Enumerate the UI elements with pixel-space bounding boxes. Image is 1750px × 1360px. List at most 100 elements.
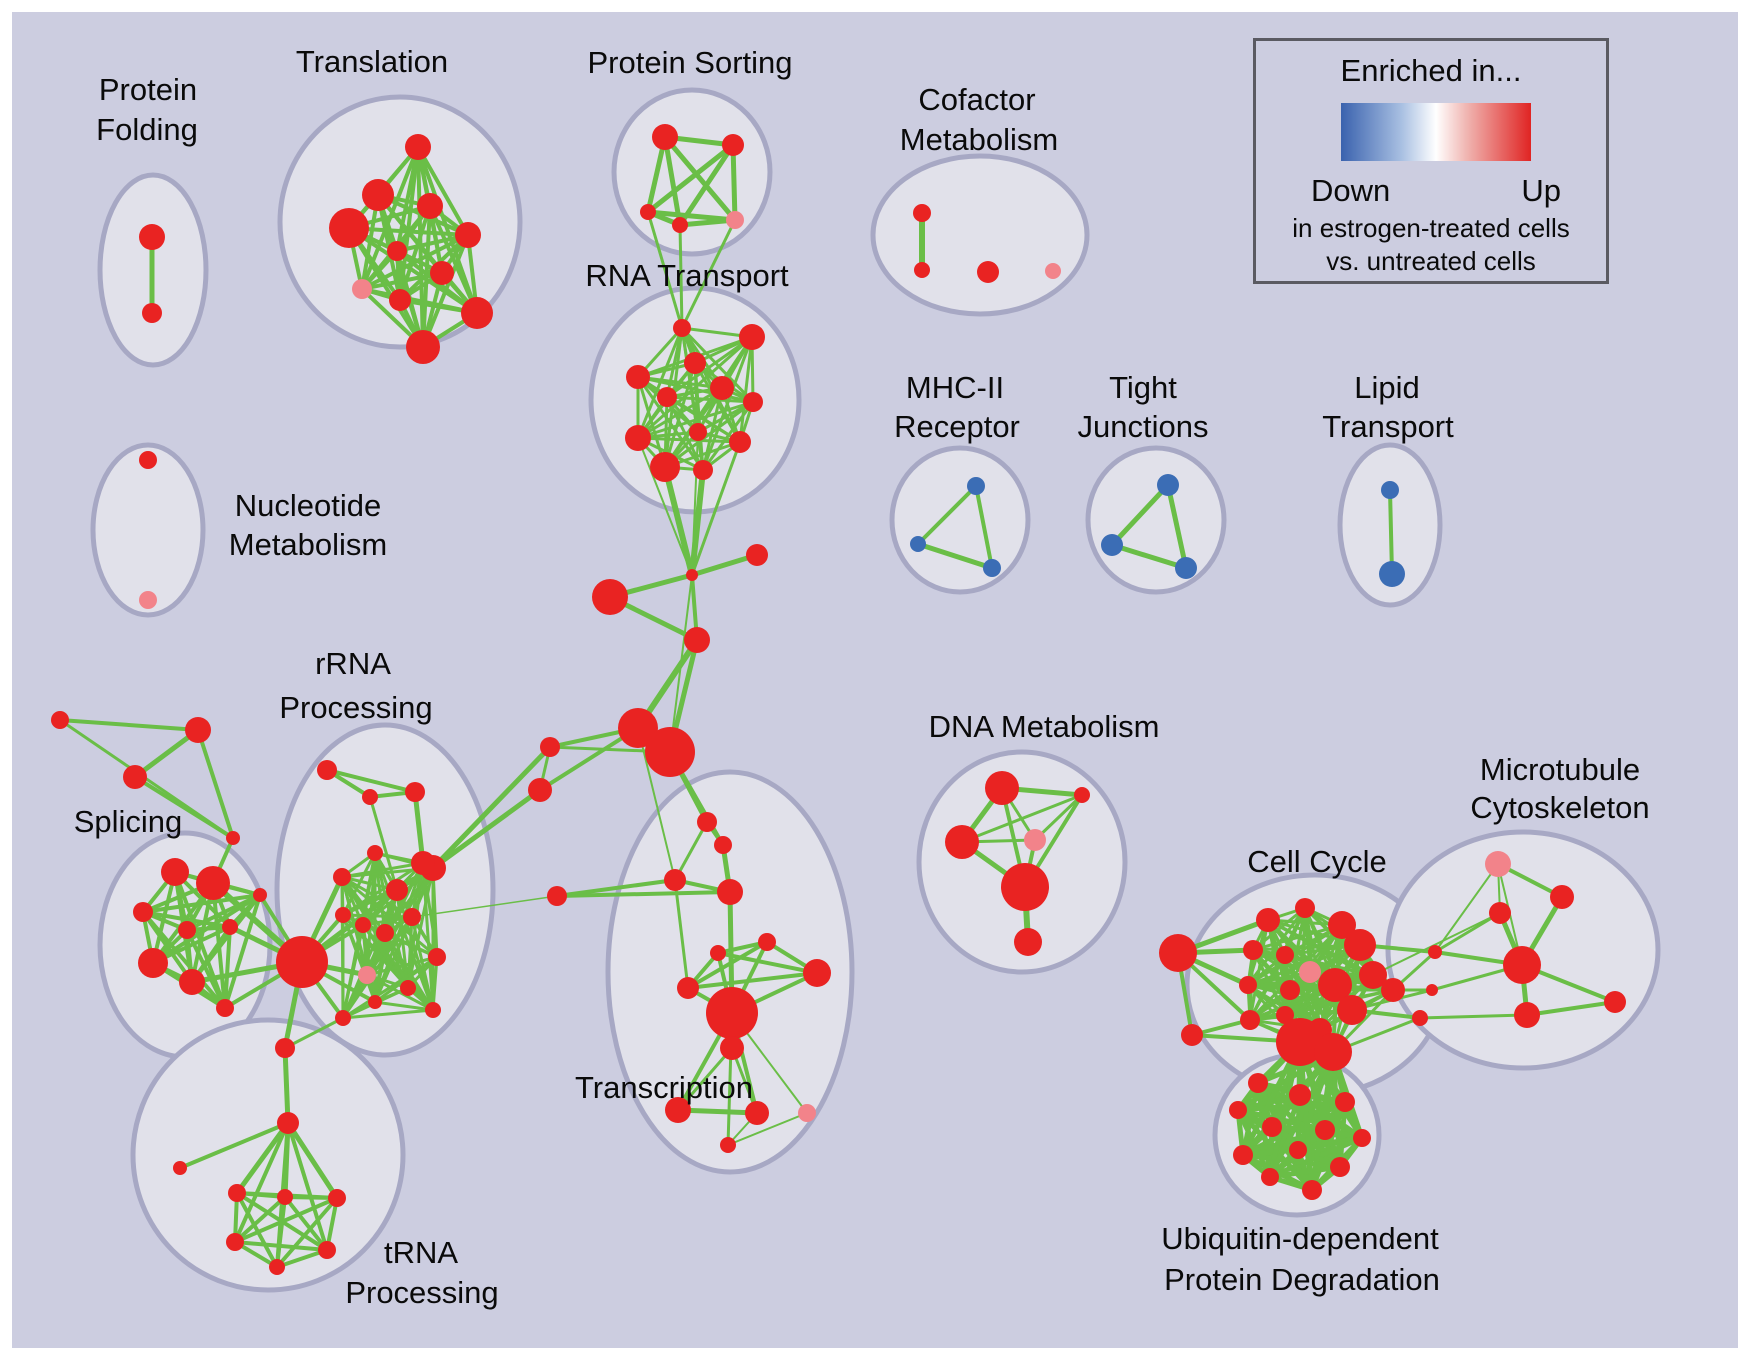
network-edge [555, 878, 677, 898]
network-node [739, 324, 765, 350]
network-node [967, 477, 985, 495]
network-node [710, 945, 726, 961]
cluster-ellipse-nucleotide-metabolism [90, 442, 206, 618]
network-node [693, 460, 713, 480]
network-edge [233, 1121, 290, 1244]
cluster-label: Nucleotide [235, 488, 381, 523]
network-node [717, 879, 743, 905]
network-node [1074, 787, 1090, 803]
network-node [1280, 980, 1300, 1000]
network-node [411, 851, 435, 875]
network-node [277, 1112, 299, 1134]
network-node [368, 995, 382, 1009]
network-edge [636, 386, 724, 440]
network-node [329, 208, 369, 248]
cluster-label: Cofactor [918, 82, 1035, 117]
network-node [1024, 829, 1046, 851]
network-node [179, 969, 205, 995]
network-node [1262, 1117, 1282, 1137]
cluster-label: Tight [1109, 370, 1177, 405]
network-edge [1330, 1049, 1343, 1170]
cluster-ellipse-trna-processing [130, 1017, 406, 1293]
network-node [161, 858, 189, 886]
network-node [173, 1161, 187, 1175]
network-node [540, 737, 560, 757]
network-node [1412, 1010, 1428, 1026]
cluster-label: Metabolism [229, 527, 388, 562]
network-node [710, 376, 734, 400]
network-node [1485, 851, 1511, 877]
network-edge [282, 1045, 291, 1126]
cluster-label: Protein [99, 72, 197, 107]
network-edge [430, 744, 553, 871]
network-node [664, 869, 686, 891]
legend-down-label: Down [1311, 173, 1391, 208]
network-edge [727, 1112, 808, 1146]
network-edge [1372, 912, 1501, 976]
network-node [914, 262, 930, 278]
cluster-label: Receptor [894, 409, 1020, 444]
network-node [684, 352, 706, 374]
network-node [798, 1104, 816, 1122]
network-node [743, 392, 763, 412]
cluster-label: Protein Degradation [1164, 1262, 1440, 1297]
legend-title: Enriched in... [1340, 53, 1522, 88]
network-node [745, 1101, 769, 1125]
network-node [1335, 1092, 1355, 1112]
network-node [1315, 1120, 1335, 1140]
network-node [677, 977, 699, 999]
network-node [684, 627, 710, 653]
legend-up-label: Up [1521, 173, 1561, 208]
network-edge [1418, 1013, 1529, 1020]
network-edge [680, 218, 737, 330]
network-node [367, 845, 383, 861]
network-node [405, 782, 425, 802]
cluster-ellipse-tight-junctions [1085, 445, 1227, 595]
network-node [714, 836, 732, 854]
network-node [403, 908, 421, 926]
network-edge [1267, 1164, 1343, 1180]
network-node [1330, 1157, 1350, 1177]
network-node [746, 544, 768, 566]
network-node [1239, 976, 1257, 994]
network-node [133, 902, 153, 922]
network-node [185, 717, 211, 743]
network-edge [1388, 488, 1394, 576]
cluster-label: Splicing [74, 804, 183, 839]
network-node [689, 423, 707, 441]
network-node [430, 261, 454, 285]
legend-subtitle-line2: vs. untreated cells [1326, 246, 1536, 276]
network-edge [673, 820, 709, 882]
network-node [1381, 481, 1399, 499]
network-node [1489, 902, 1511, 924]
network-node [977, 261, 999, 283]
network-edge [373, 931, 387, 1004]
network-node [376, 924, 394, 942]
network-node [758, 933, 776, 951]
network-node [985, 771, 1019, 805]
cluster-label: Processing [345, 1275, 498, 1310]
cluster-label: Junctions [1078, 409, 1209, 444]
network-edge [1165, 482, 1189, 571]
network-node [1604, 991, 1626, 1013]
network-node [196, 866, 230, 900]
network-node [592, 579, 628, 615]
network-node [386, 879, 408, 901]
network-node [1001, 863, 1049, 911]
network-edge [196, 728, 235, 840]
network-edge [675, 1107, 760, 1116]
network-node [626, 365, 650, 389]
cluster-label: Metabolism [900, 122, 1059, 157]
network-node [1014, 928, 1042, 956]
network-edge [689, 467, 706, 578]
network-node [355, 917, 371, 933]
network-node [253, 888, 267, 902]
network-edge [673, 878, 690, 990]
network-edge [701, 400, 755, 472]
network-edge [1267, 1049, 1336, 1180]
cluster-label: DNA Metabolism [929, 709, 1160, 744]
network-edge [1525, 1000, 1617, 1017]
network-node [389, 289, 411, 311]
network-node [1229, 1101, 1247, 1119]
network-edge [555, 890, 732, 898]
